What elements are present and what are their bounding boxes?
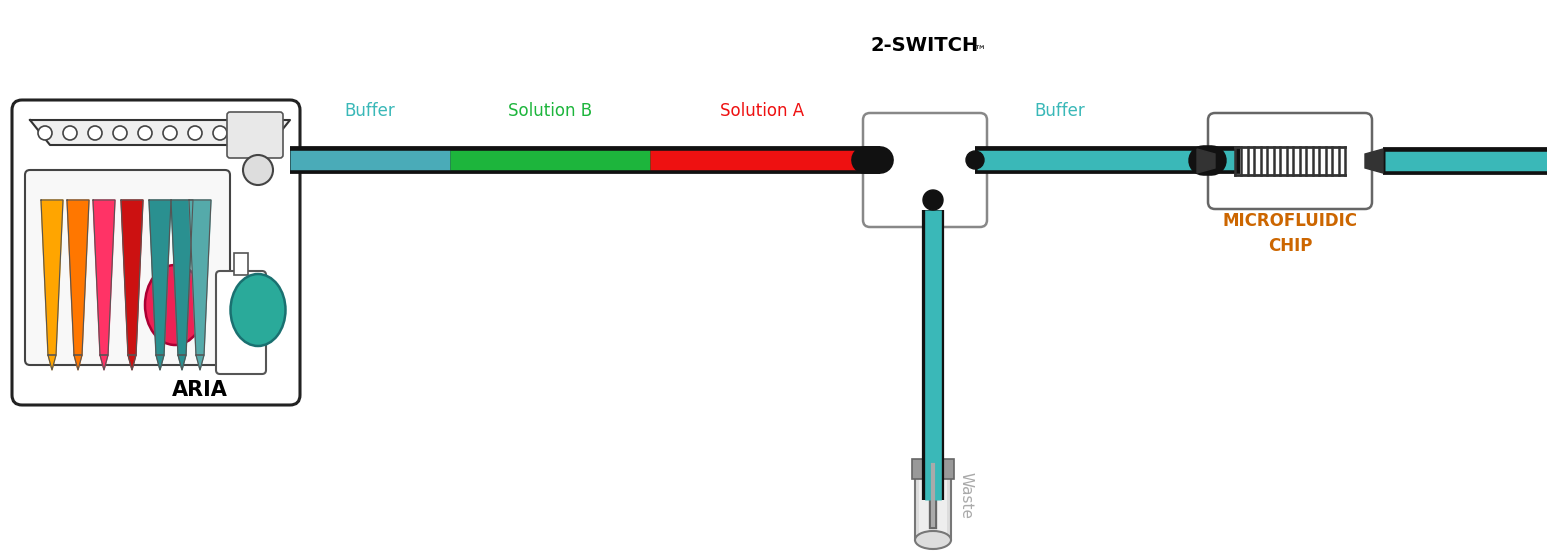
Text: ARIA: ARIA: [172, 380, 227, 400]
Text: Buffer: Buffer: [1035, 102, 1086, 120]
Polygon shape: [156, 355, 164, 370]
FancyBboxPatch shape: [227, 112, 283, 158]
Text: Buffer: Buffer: [345, 102, 396, 120]
FancyBboxPatch shape: [12, 100, 300, 405]
Bar: [234, 253, 248, 275]
Circle shape: [162, 126, 176, 140]
Text: MICROFLUIDIC
CHIP: MICROFLUIDIC CHIP: [1222, 212, 1358, 255]
Polygon shape: [48, 355, 56, 370]
Circle shape: [138, 126, 152, 140]
Circle shape: [213, 126, 227, 140]
Text: ™: ™: [973, 45, 985, 58]
Polygon shape: [172, 200, 193, 355]
Text: Solution B: Solution B: [507, 102, 593, 120]
Circle shape: [965, 151, 984, 169]
Polygon shape: [1197, 149, 1214, 173]
Polygon shape: [196, 355, 204, 370]
Circle shape: [113, 126, 127, 140]
Circle shape: [63, 126, 77, 140]
Text: Waste: Waste: [958, 471, 973, 518]
Circle shape: [238, 126, 252, 140]
Bar: [914, 465, 951, 540]
FancyBboxPatch shape: [863, 113, 987, 227]
Ellipse shape: [231, 274, 286, 346]
Polygon shape: [74, 355, 82, 370]
FancyBboxPatch shape: [25, 170, 231, 365]
Polygon shape: [42, 200, 63, 355]
FancyBboxPatch shape: [1208, 113, 1372, 209]
Polygon shape: [1364, 149, 1383, 173]
Circle shape: [88, 126, 102, 140]
Polygon shape: [121, 200, 142, 355]
Polygon shape: [189, 200, 210, 355]
Circle shape: [243, 155, 272, 185]
Circle shape: [189, 126, 203, 140]
Ellipse shape: [145, 265, 206, 345]
Circle shape: [39, 126, 53, 140]
Circle shape: [924, 190, 944, 210]
Polygon shape: [67, 200, 90, 355]
Polygon shape: [29, 120, 289, 145]
Circle shape: [866, 151, 883, 169]
Bar: [913, 459, 954, 479]
Text: Solution A: Solution A: [719, 102, 804, 120]
Polygon shape: [128, 355, 136, 370]
Polygon shape: [101, 355, 108, 370]
Ellipse shape: [914, 531, 951, 549]
Polygon shape: [178, 355, 186, 370]
Bar: [919, 472, 947, 535]
Text: 2-SWITCH: 2-SWITCH: [871, 36, 979, 55]
Polygon shape: [93, 200, 114, 355]
FancyBboxPatch shape: [217, 271, 266, 374]
Polygon shape: [149, 200, 172, 355]
